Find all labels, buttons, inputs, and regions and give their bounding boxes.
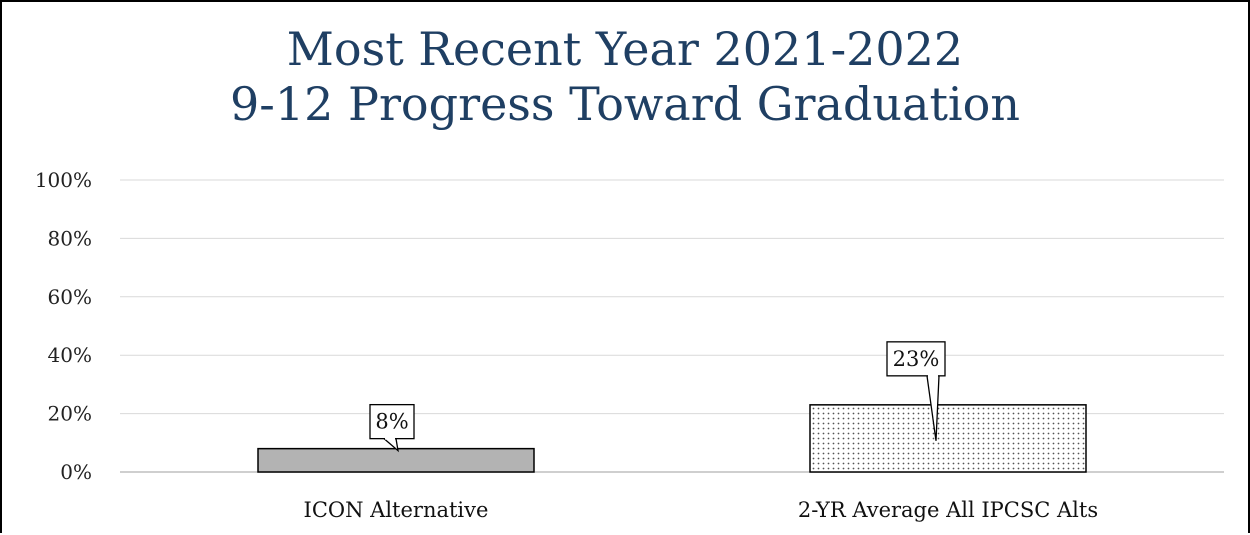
y-tick-label-60: 60%	[48, 285, 92, 309]
chart-title-line-1: Most Recent Year 2021-2022	[286, 22, 964, 76]
data-label-text-1: 23%	[893, 347, 940, 371]
category-labels: ICON Alternative 2-YR Average All IPCSC A…	[304, 498, 1099, 522]
data-label-text-0: 8%	[375, 410, 408, 434]
data-label-0: 8%	[369, 403, 415, 453]
category-label-1: 2-YR Average All IPCSC Alts	[798, 498, 1098, 522]
y-tick-label-0: 0%	[60, 460, 92, 484]
y-axis-tick-labels: 0% 20% 40% 60% 80% 100%	[35, 168, 92, 484]
y-tick-label-80: 80%	[48, 226, 92, 250]
data-label-box-1	[886, 341, 946, 377]
data-label-1: 23%	[886, 341, 946, 441]
category-label-0: ICON Alternative	[304, 498, 489, 522]
y-tick-label-100: 100%	[35, 168, 92, 192]
y-tick-label-40: 40%	[48, 343, 92, 367]
y-tick-label-20: 20%	[48, 402, 92, 426]
data-label-box-0	[369, 403, 415, 440]
chart-title: Most Recent Year 2021-2022 9-12 Progress…	[2, 22, 1248, 132]
bars	[257, 404, 1087, 473]
bar-0	[257, 447, 535, 473]
data-labels: 8% 23%	[369, 341, 946, 453]
chart-title-line-2: 9-12 Progress Toward Graduation	[230, 77, 1020, 131]
bar-1	[809, 404, 1087, 473]
